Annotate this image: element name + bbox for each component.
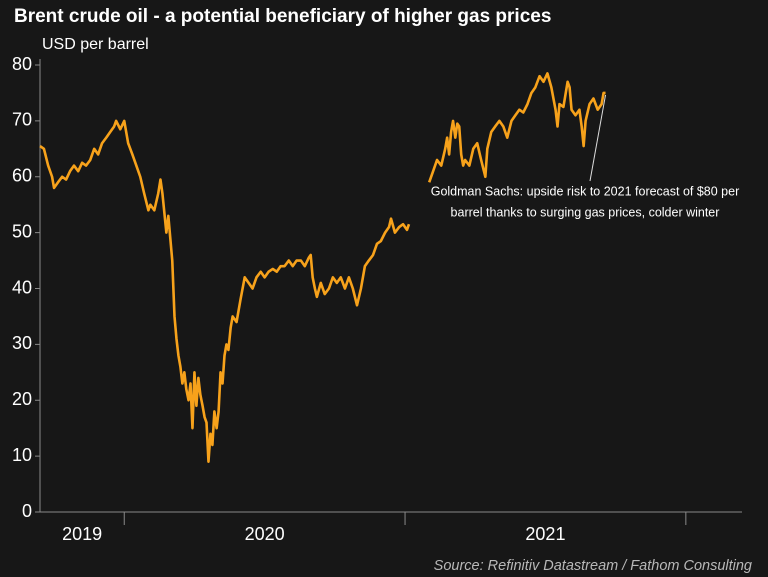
y-tick-label: 40: [12, 277, 32, 297]
y-tick-label: 60: [12, 166, 32, 186]
annotation-text: barrel thanks to surging gas prices, col…: [451, 205, 720, 219]
x-tick-label: 2019: [62, 524, 102, 544]
y-tick-label: 0: [22, 501, 32, 521]
y-tick-label: 30: [12, 333, 32, 353]
y-tick-label: 70: [12, 110, 32, 130]
y-tick-label: 80: [12, 54, 32, 74]
x-tick-label: 2021: [525, 524, 565, 544]
annotation-text: Goldman Sachs: upside risk to 2021 forec…: [431, 184, 740, 198]
y-tick-label: 50: [12, 221, 32, 241]
source-note: Source: Refinitiv Datastream / Fathom Co…: [434, 558, 752, 574]
y-tick-label: 20: [12, 389, 32, 409]
price-line: [39, 72, 606, 464]
annotation-connector: [589, 94, 607, 182]
y-tick-label: 10: [12, 445, 32, 465]
chart-title: Brent crude oil - a potential beneficiar…: [14, 6, 551, 27]
chart-subtitle: USD per barrel: [42, 36, 149, 53]
x-tick-label: 2020: [245, 524, 285, 544]
